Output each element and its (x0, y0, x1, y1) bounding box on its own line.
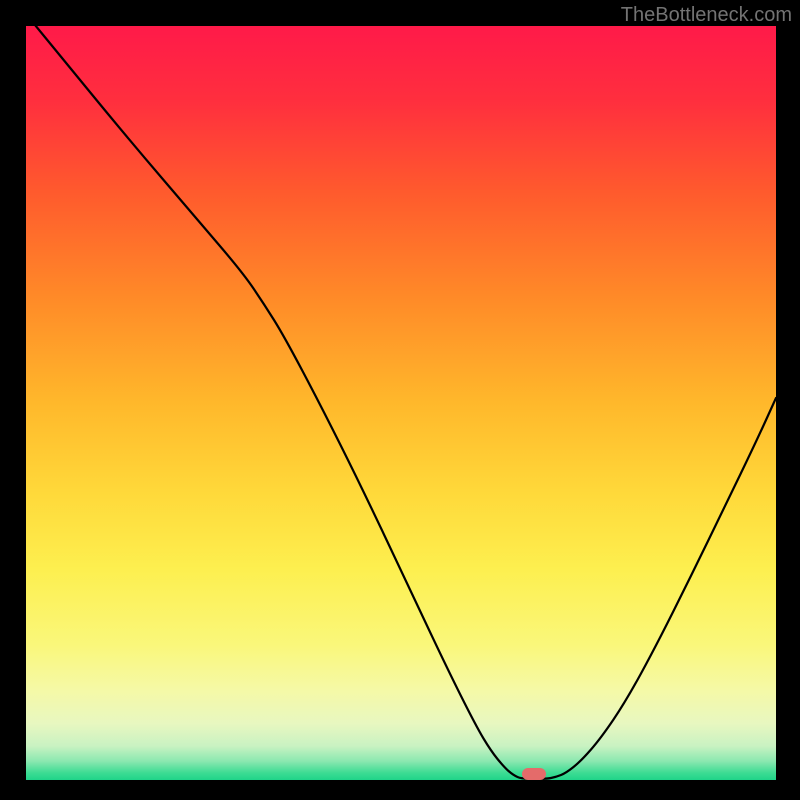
plot-area (26, 26, 776, 780)
chart-container: TheBottleneck.com (0, 0, 800, 800)
bottleneck-curve (26, 26, 776, 780)
optimal-point-marker (522, 768, 546, 780)
watermark-text: TheBottleneck.com (621, 4, 792, 27)
